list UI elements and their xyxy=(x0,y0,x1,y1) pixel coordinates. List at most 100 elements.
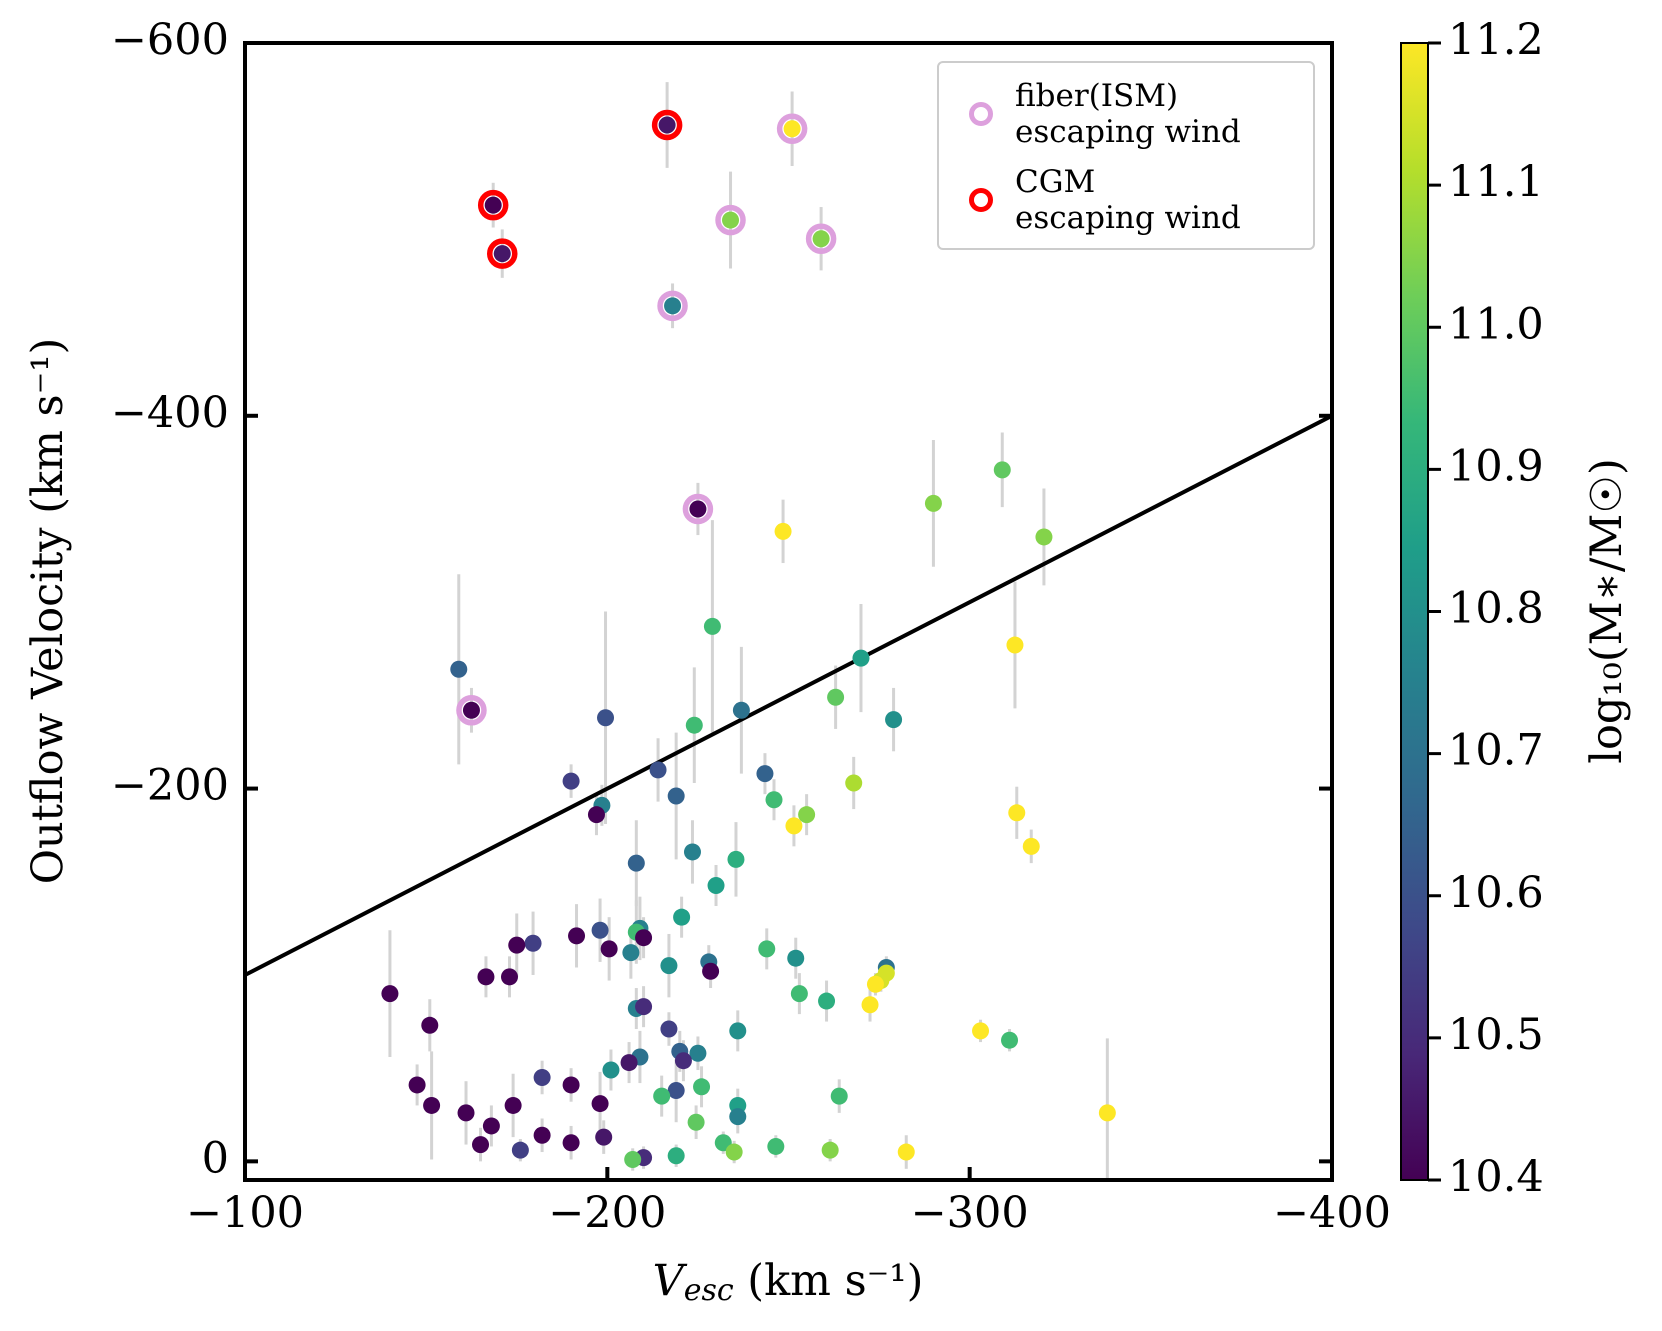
point xyxy=(627,854,645,872)
x-label-main: V xyxy=(653,1256,688,1306)
point xyxy=(587,806,605,824)
point xyxy=(600,940,618,958)
point xyxy=(866,975,884,993)
point xyxy=(729,1022,747,1040)
point xyxy=(381,985,399,1003)
point xyxy=(861,996,879,1014)
point xyxy=(482,1117,500,1135)
plot-frame xyxy=(243,41,1334,1182)
point xyxy=(660,1020,678,1038)
point xyxy=(693,1078,711,1096)
point xyxy=(783,120,801,138)
point xyxy=(703,617,721,635)
point xyxy=(1001,1031,1019,1049)
x-tick-label: −300 xyxy=(911,1188,1029,1238)
point xyxy=(595,1128,613,1146)
colorbar-tick-label: 10.4 xyxy=(1448,1152,1544,1202)
legend-entry: CGM escaping wind xyxy=(951,157,1301,243)
plot-area xyxy=(245,82,1332,1180)
point xyxy=(785,817,803,835)
point xyxy=(408,1076,426,1094)
point xyxy=(591,921,609,939)
point xyxy=(450,660,468,678)
point xyxy=(707,876,725,894)
highlight-ring xyxy=(682,493,714,525)
point xyxy=(562,1134,580,1152)
point xyxy=(658,116,676,134)
point xyxy=(689,500,707,518)
point xyxy=(885,711,903,729)
point xyxy=(993,461,1011,479)
x-tick-label: −200 xyxy=(548,1188,666,1238)
legend-label: fiber(ISM) escaping wind xyxy=(1015,78,1241,150)
highlight-ring xyxy=(487,238,518,269)
colorbar-tick-label: 10.5 xyxy=(1448,1010,1544,1060)
point xyxy=(821,1141,839,1159)
point xyxy=(787,949,805,967)
point xyxy=(511,1141,529,1159)
point xyxy=(765,791,783,809)
colorbar-tick-label: 10.8 xyxy=(1448,584,1544,634)
point xyxy=(1022,837,1040,855)
y-axis-label: Outflow Velocity (km s⁻¹) xyxy=(23,338,73,885)
point xyxy=(818,992,836,1010)
point xyxy=(660,957,678,975)
legend: fiber(ISM) escaping wind CGM escaping win… xyxy=(937,61,1315,250)
point xyxy=(472,1136,490,1154)
x-tick-label: −100 xyxy=(186,1188,304,1238)
point xyxy=(493,245,511,263)
point xyxy=(725,1143,743,1161)
legend-marker xyxy=(969,102,993,126)
point xyxy=(774,522,792,540)
colorbar-label: log₁₀(M∗/M☉) xyxy=(1582,458,1632,764)
point xyxy=(620,1054,638,1072)
point xyxy=(597,709,615,727)
point xyxy=(702,962,720,980)
reference-line xyxy=(245,414,1332,977)
point xyxy=(501,968,519,986)
highlight-ring xyxy=(715,204,746,236)
y-tick-label: −400 xyxy=(111,388,229,438)
legend-marker xyxy=(969,188,993,212)
colorbar xyxy=(1400,42,1429,1181)
point xyxy=(421,1016,439,1034)
colorbar-tick-label: 11.0 xyxy=(1448,299,1544,349)
point xyxy=(667,787,685,805)
point xyxy=(524,934,542,952)
point xyxy=(423,1096,441,1114)
highlight-ring xyxy=(776,113,808,144)
point xyxy=(845,774,863,792)
point xyxy=(457,1104,475,1122)
y-tick-label: −600 xyxy=(111,15,229,65)
x-label-sub: esc xyxy=(684,1273,734,1308)
point xyxy=(624,1150,642,1168)
point xyxy=(722,211,740,229)
point xyxy=(756,765,774,783)
colorbar-tick-label: 10.6 xyxy=(1448,868,1544,918)
point xyxy=(673,908,691,926)
point xyxy=(591,1095,609,1113)
highlight-ring xyxy=(651,109,683,141)
point xyxy=(897,1143,915,1161)
point xyxy=(477,968,495,986)
point xyxy=(484,196,502,214)
point xyxy=(767,1137,785,1155)
point xyxy=(1006,636,1024,654)
point xyxy=(667,1147,685,1165)
highlight-ring xyxy=(657,290,688,322)
point xyxy=(683,843,701,861)
x-tick-label: −400 xyxy=(1273,1188,1391,1238)
point xyxy=(562,1076,580,1094)
highlight-ring xyxy=(477,189,509,221)
point xyxy=(830,1087,848,1105)
point xyxy=(1098,1104,1116,1122)
point xyxy=(924,494,942,512)
highlight-ring xyxy=(805,223,837,254)
point xyxy=(732,701,750,719)
colorbar-tick-label: 11.2 xyxy=(1448,15,1544,65)
y-tick-label: −200 xyxy=(111,761,229,811)
point xyxy=(533,1126,551,1144)
point xyxy=(622,944,640,962)
